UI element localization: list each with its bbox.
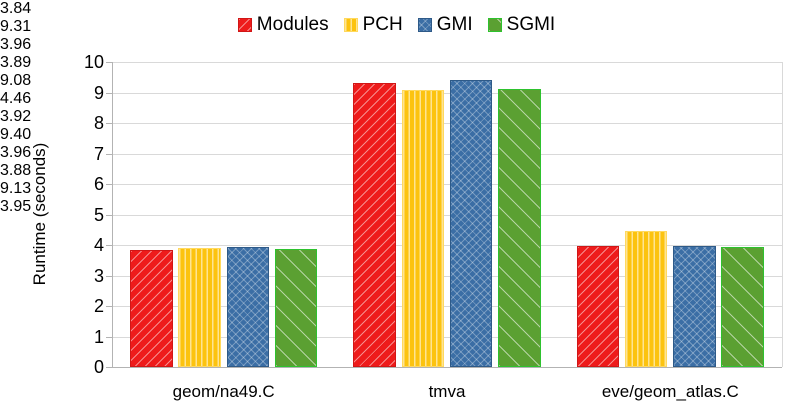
bar-gmi-eve/geom_atlas.C: [673, 246, 716, 367]
bar-value-label: 9.40: [0, 126, 32, 143]
legend-label: Modules: [256, 14, 329, 35]
legend-swatch-icon: [417, 18, 432, 32]
bar-sgmi-geom/na49.C: [274, 248, 318, 367]
x-category-label: geom/na49.C: [172, 382, 275, 401]
bar-modules-tmva: [353, 83, 396, 367]
gridline: [112, 306, 782, 307]
gridline: [112, 245, 782, 246]
y-tick-label: 5: [93, 204, 104, 225]
y-tick-mark: [106, 92, 112, 94]
legend-swatch-icon: [237, 18, 252, 32]
legend-label: SGMI: [506, 14, 556, 35]
bar-value-label: 4.46: [0, 90, 32, 107]
bar-pch-geom/na49.C: [178, 248, 221, 367]
bar-value-label: 3.88: [0, 162, 32, 179]
legend-label: GMI: [436, 14, 473, 35]
gridline: [112, 123, 782, 124]
legend-item-pch: PCH: [343, 14, 403, 35]
bar-value-label: 3.89: [0, 54, 32, 71]
legend-label: PCH: [362, 14, 403, 35]
y-tick-label: 10: [83, 52, 104, 72]
bar-value-label: 3.96: [0, 144, 32, 161]
bar-value-label: 9.31: [0, 18, 32, 35]
chart-legend: Modules PCH GMI SGMI: [0, 11, 793, 39]
bar-gmi-geom/na49.C: [226, 247, 270, 367]
y-axis-line: [112, 62, 113, 368]
gridline: [112, 153, 782, 155]
bar-value-label: 3.96: [0, 36, 32, 53]
gridline: [112, 275, 782, 277]
y-tick-label: 3: [93, 265, 104, 286]
bar-sgmi-tmva: [498, 88, 541, 367]
bar-pch-tmva: [401, 90, 445, 367]
bar-modules-geom/na49.C: [130, 249, 173, 367]
y-tick-mark: [106, 62, 112, 63]
bar-pch-eve/geom_atlas.C: [624, 230, 668, 367]
y-tick-label: 2: [93, 296, 104, 316]
y-tick-mark: [106, 184, 112, 185]
gridline: [112, 214, 782, 216]
bar-modules-eve/geom_atlas.C: [576, 246, 620, 367]
y-tick-mark: [106, 214, 112, 216]
bar-value-label: 9.13: [0, 180, 32, 197]
x-category-label: tmva: [428, 382, 466, 401]
y-tick-mark: [106, 367, 112, 368]
y-tick-mark: [106, 336, 112, 338]
legend-item-sgmi: SGMI: [487, 14, 556, 35]
gridline: [112, 336, 782, 338]
y-tick-label: 8: [93, 113, 104, 133]
gridline: [112, 62, 782, 63]
gridline: [112, 184, 782, 185]
plot-right-border: [782, 62, 783, 367]
y-tick-label: 4: [93, 235, 104, 255]
y-tick-mark: [106, 153, 112, 155]
legend-item-modules: Modules: [237, 14, 329, 35]
bar-value-label: 9.08: [0, 72, 32, 89]
bar-value-label: 3.95: [0, 198, 32, 215]
legend-swatch-icon: [343, 18, 358, 32]
bar-value-label: 3.92: [0, 108, 32, 125]
y-tick-label: 9: [93, 82, 104, 103]
y-tick-label: 1: [93, 326, 104, 347]
bar-sgmi-eve/geom_atlas.C: [721, 246, 764, 367]
gridline: [112, 92, 782, 94]
y-tick-mark: [106, 275, 112, 277]
y-tick-label: 6: [93, 174, 104, 194]
bar-gmi-tmva: [449, 80, 493, 367]
y-tick-label: 7: [93, 143, 104, 164]
y-tick-mark: [106, 123, 112, 124]
y-tick-label: 0: [93, 357, 104, 377]
legend-swatch-icon: [487, 18, 502, 32]
y-tick-mark: [106, 245, 112, 246]
gridline: [112, 367, 782, 368]
bar-value-label: 3.84: [0, 0, 32, 17]
x-category-label: eve/geom_atlas.C: [601, 382, 739, 401]
y-tick-mark: [106, 306, 112, 307]
legend-item-gmi: GMI: [417, 14, 473, 35]
